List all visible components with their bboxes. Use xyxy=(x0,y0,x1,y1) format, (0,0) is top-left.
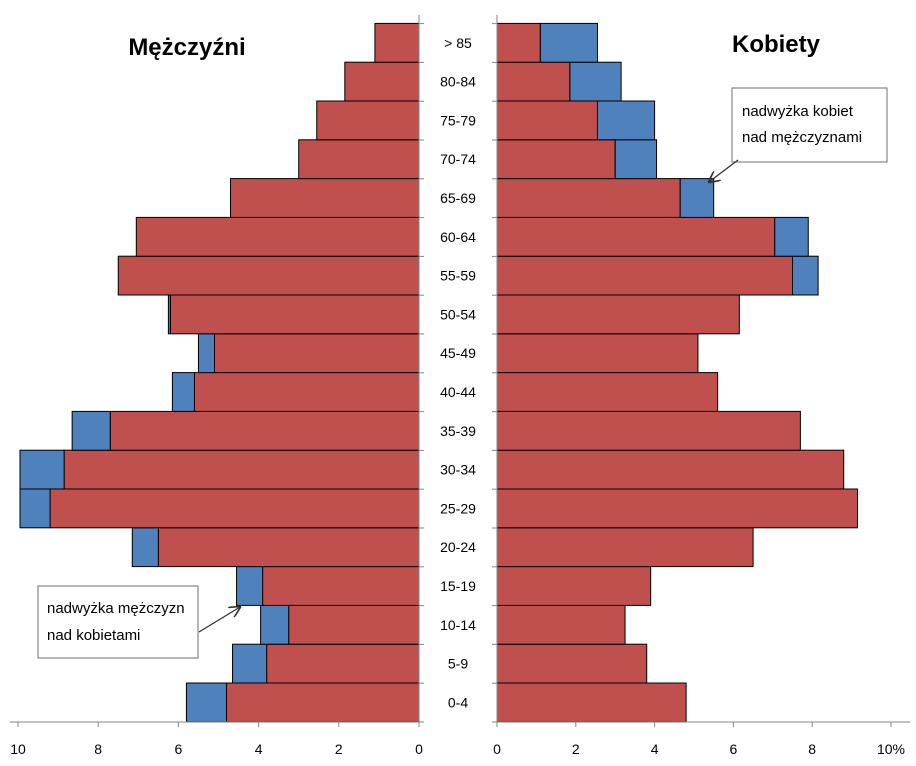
women-bar-20-24 xyxy=(496,527,754,568)
men-surplus-bar-40-44 xyxy=(171,372,195,412)
women-bar-50-54 xyxy=(496,294,740,335)
men-bar-50-54 xyxy=(169,294,420,335)
age-group-label: 5-9 xyxy=(448,656,468,672)
men-bar-> 85 xyxy=(374,22,420,63)
age-group-label: 25-29 xyxy=(440,500,476,516)
age-group-label: 80-84 xyxy=(440,74,476,90)
men-bar-70-74 xyxy=(298,139,420,180)
men-x-tick-label: 8 xyxy=(94,741,102,757)
women-bar-70-74 xyxy=(496,139,616,180)
labels-layer: 0-4 5-9 10-14 15-19 20-24 25-29 30-34 35-39 40-4… xyxy=(10,31,905,757)
women-surplus-bar-60-64 xyxy=(774,216,809,257)
men-x-tick-label: 2 xyxy=(335,741,343,757)
women-bar-10-14 xyxy=(496,604,626,645)
men-bar-80-84 xyxy=(344,61,420,102)
age-group-label: 60-64 xyxy=(440,229,476,245)
men-bar-5-9 xyxy=(266,643,420,684)
women-bar-5-9 xyxy=(496,643,648,684)
men-bar-0-4 xyxy=(226,682,420,723)
men-bar-60-64 xyxy=(135,216,420,257)
age-group-label: 50-54 xyxy=(440,306,476,322)
women-x-tick-label: 8 xyxy=(808,741,816,757)
men-bar-10-14 xyxy=(288,604,420,645)
women-surplus-callout-box xyxy=(731,87,888,163)
men-surplus-bar-25-29 xyxy=(19,488,51,529)
women-x-tick-label: 4 xyxy=(651,741,659,757)
men-surplus-callout-text: nad kobietami xyxy=(47,627,140,644)
women-surplus-bar-55-59 xyxy=(792,255,819,296)
men-surplus-bar-15-19 xyxy=(236,566,264,606)
men-surplus-callout-box xyxy=(37,585,199,659)
women-surplus-callout-text: nad mężczyznami xyxy=(742,129,862,146)
age-group-label: 0-4 xyxy=(448,694,468,710)
women-bar-40-44 xyxy=(496,372,719,412)
women-bar-25-29 xyxy=(496,488,859,529)
axes-layer xyxy=(10,15,910,727)
age-group-label: 70-74 xyxy=(440,151,476,167)
women-bar-> 85 xyxy=(496,22,541,63)
men-surplus-bar-0-4 xyxy=(185,682,228,723)
women-x-tick-label: 2 xyxy=(572,741,580,757)
age-group-label: 35-39 xyxy=(440,423,476,439)
men-bar-35-39 xyxy=(109,410,420,451)
women-bar-75-79 xyxy=(496,100,598,141)
men-bar-55-59 xyxy=(117,255,420,296)
men-bar-65-69 xyxy=(230,178,420,218)
women-surplus-bar-65-69 xyxy=(679,178,715,218)
men-x-tick-label: 4 xyxy=(255,741,263,757)
men-surplus-bar-45-49 xyxy=(197,333,215,374)
men-surplus-bar-20-24 xyxy=(131,527,159,568)
men-surplus-bar-5-9 xyxy=(232,643,268,684)
women-bar-80-84 xyxy=(496,61,571,102)
age-group-label: 55-59 xyxy=(440,268,476,284)
men-x-tick-label: 0 xyxy=(415,741,423,757)
men-surplus-bar-10-14 xyxy=(260,604,290,645)
women-bar-0-4 xyxy=(496,682,687,723)
women-bar-35-39 xyxy=(496,410,801,451)
women-surplus-arrow xyxy=(709,159,739,182)
men-panel-title: Mężczyźni xyxy=(128,34,245,61)
women-bar-55-59 xyxy=(496,255,793,296)
women-bar-60-64 xyxy=(496,216,776,257)
women-surplus-bar-70-74 xyxy=(614,139,658,180)
age-group-label: 65-69 xyxy=(440,190,476,206)
age-group-label: > 85 xyxy=(444,35,472,51)
men-surplus-bar-30-34 xyxy=(19,449,65,490)
age-group-label: 30-34 xyxy=(440,462,476,478)
women-bar-30-34 xyxy=(496,449,845,490)
women-panel-title: Kobiety xyxy=(732,31,821,58)
men-surplus-callout-text: nadwyżka mężczyzn xyxy=(47,600,185,617)
age-group-label: 75-79 xyxy=(440,112,476,128)
men-x-tick-label: 6 xyxy=(175,741,183,757)
women-surplus-bar-80-84 xyxy=(569,61,622,102)
men-bar-30-34 xyxy=(63,449,420,490)
age-group-label: 40-44 xyxy=(440,384,476,400)
women-x-tick-label: 10% xyxy=(877,741,905,757)
bars-layer xyxy=(19,22,859,723)
age-group-label: 15-19 xyxy=(440,578,476,594)
age-group-label: 20-24 xyxy=(440,539,476,555)
women-surplus-bar-> 85 xyxy=(539,22,598,63)
women-surplus-bar-75-79 xyxy=(596,100,656,141)
women-surplus-callout-text: nadwyżka kobiet xyxy=(742,103,854,120)
men-surplus-bar-50-54 xyxy=(167,294,171,335)
men-bar-40-44 xyxy=(193,372,420,412)
men-surplus-arrow xyxy=(198,607,240,633)
women-x-tick-label: 6 xyxy=(730,741,738,757)
men-x-tick-label: 10 xyxy=(10,741,26,757)
men-bar-75-79 xyxy=(316,100,420,141)
men-bar-25-29 xyxy=(49,488,420,529)
men-bar-20-24 xyxy=(157,527,420,568)
women-bar-65-69 xyxy=(496,178,681,218)
age-group-label: 45-49 xyxy=(440,345,476,361)
men-bar-15-19 xyxy=(262,566,420,606)
women-bar-45-49 xyxy=(496,333,699,374)
age-group-label: 10-14 xyxy=(440,617,476,633)
men-bar-45-49 xyxy=(213,333,420,374)
women-bar-15-19 xyxy=(496,566,652,606)
women-x-tick-label: 0 xyxy=(493,741,501,757)
men-surplus-bar-35-39 xyxy=(71,410,111,451)
annotations-layer: nadwyżka kobiet nad mężczyznami nadwyżka m… xyxy=(37,87,888,659)
